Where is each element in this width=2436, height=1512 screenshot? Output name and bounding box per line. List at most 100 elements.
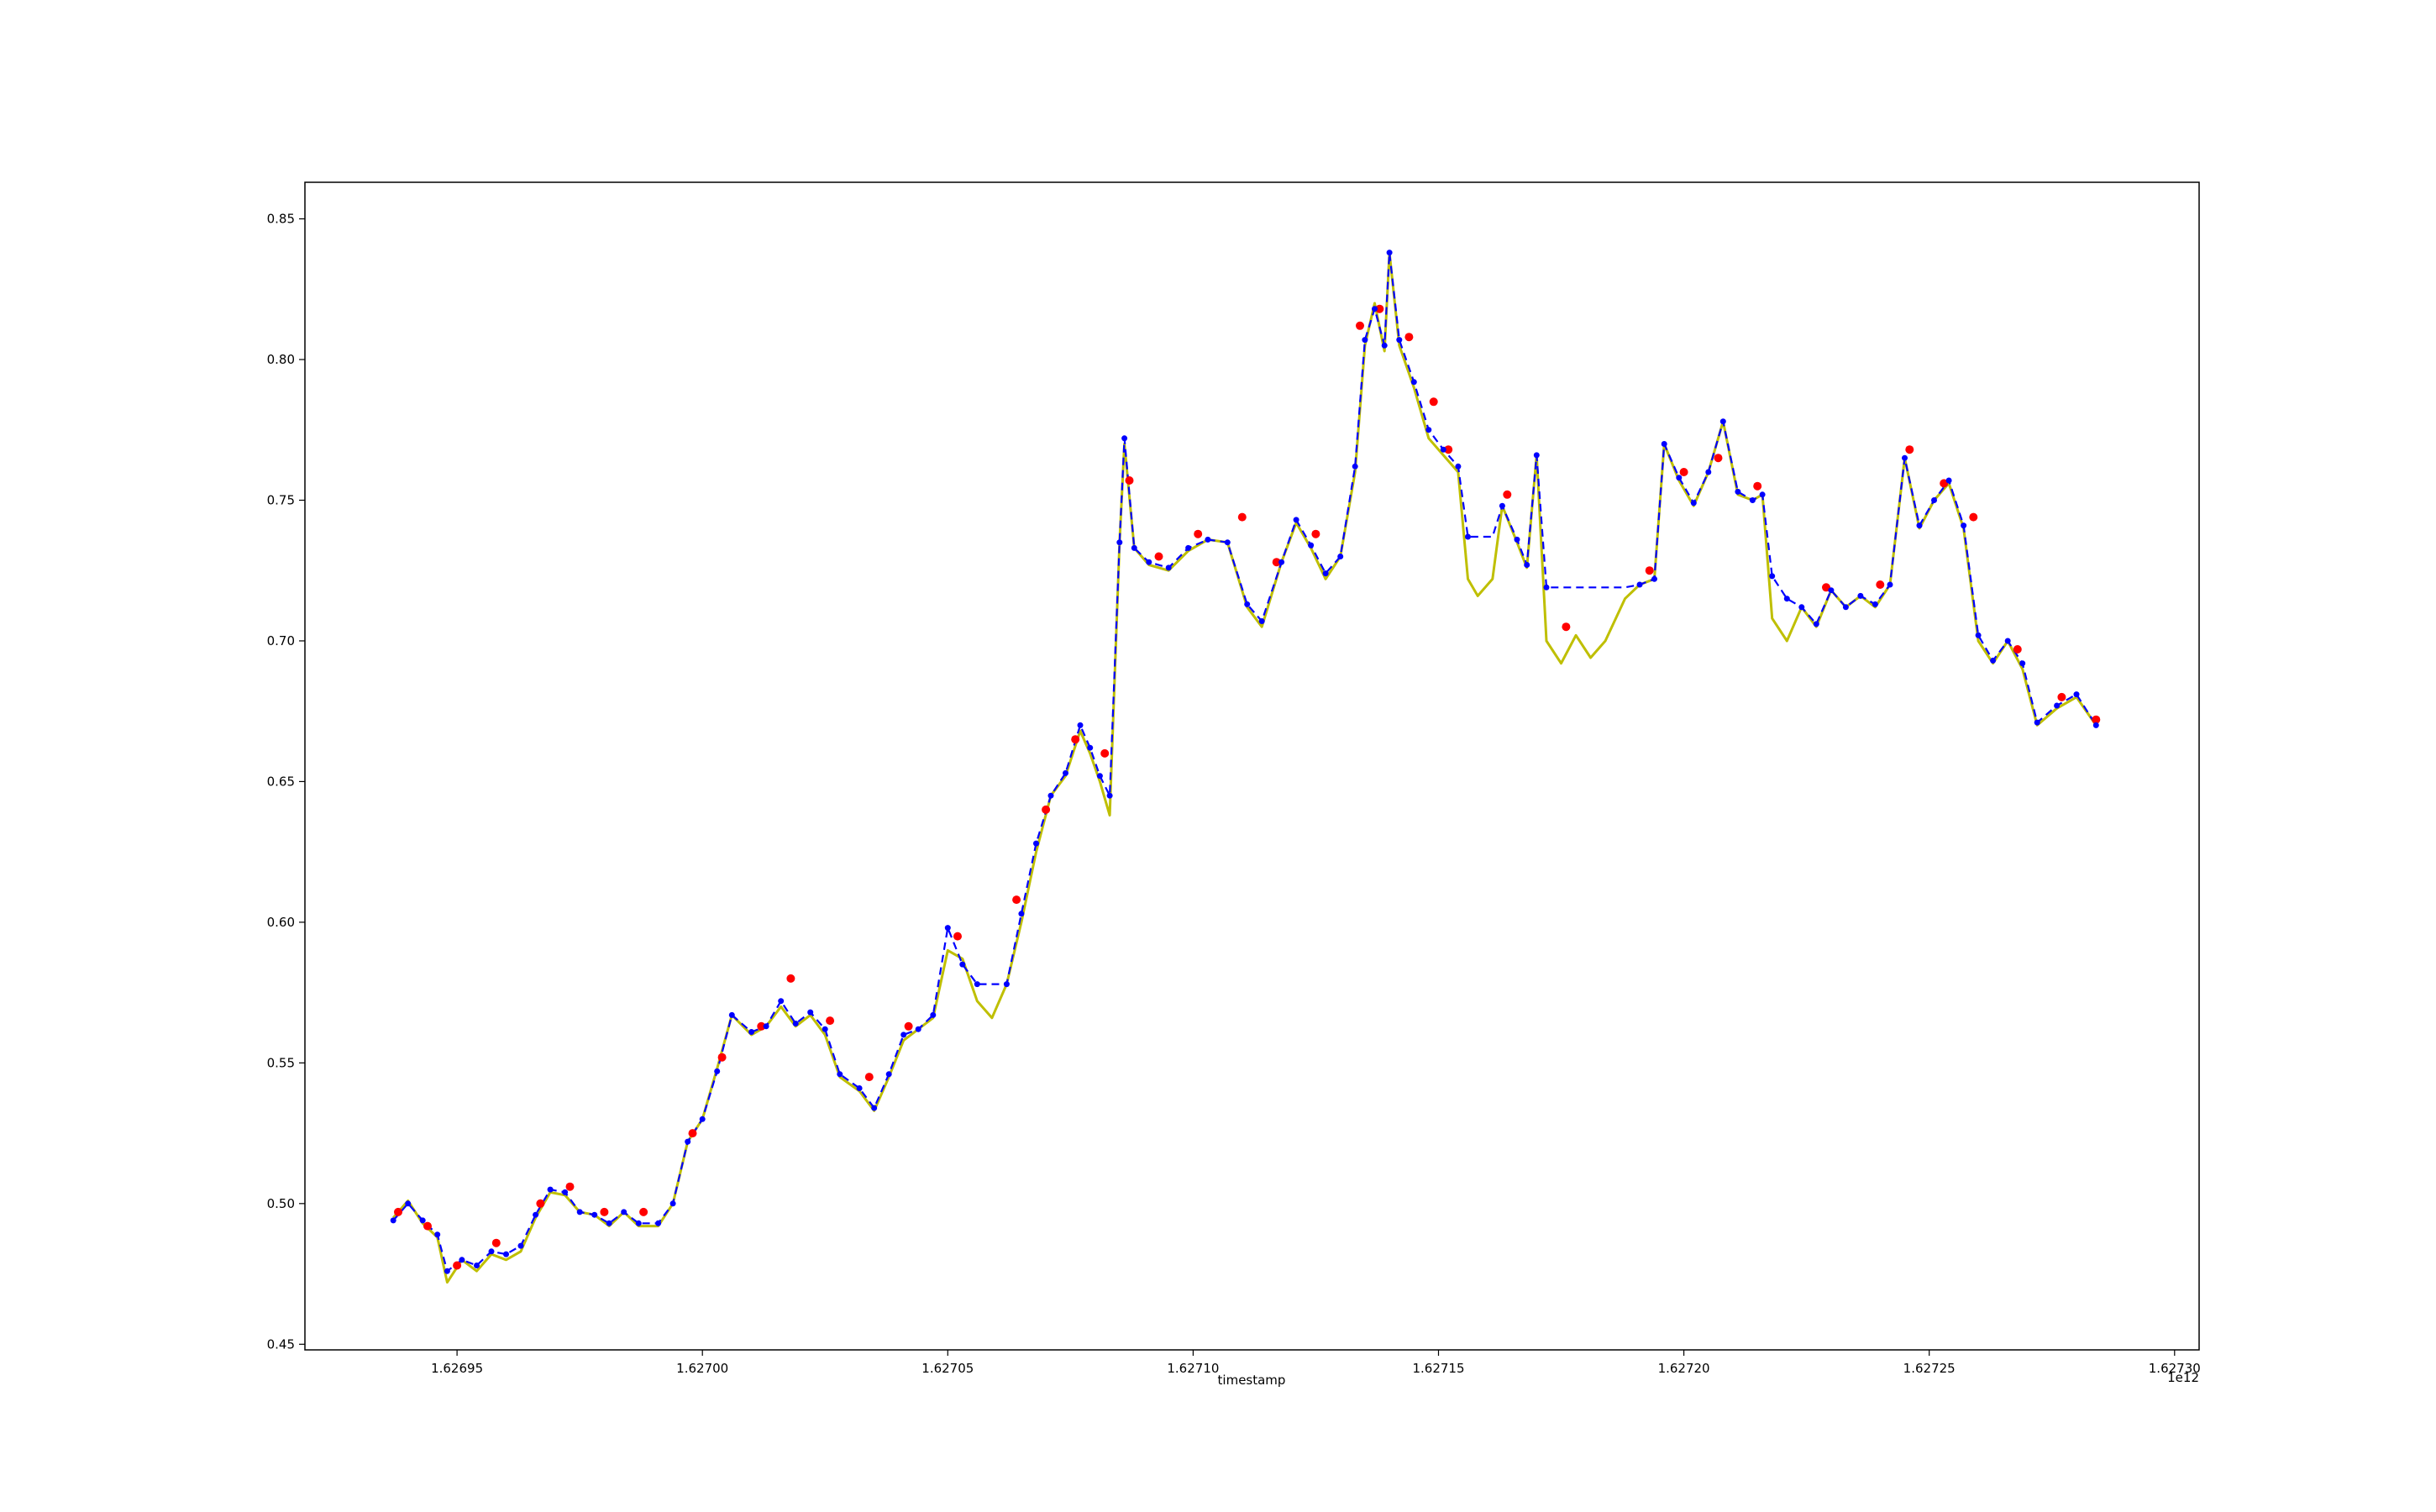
series-3-point-52 [1146, 559, 1152, 565]
y-tick-label-1: 0.50 [267, 1196, 295, 1211]
series-2-point-43 [2057, 692, 2066, 701]
series-3-point-63 [1337, 554, 1344, 559]
series-3-point-59 [1278, 559, 1285, 565]
series-3-point-84 [1690, 500, 1697, 507]
series-3-point-57 [1244, 601, 1251, 607]
series-3-point-12 [562, 1189, 569, 1195]
x-axis-label: timestamp [1218, 1373, 1286, 1388]
series-3-point-9 [517, 1242, 524, 1249]
plot-area-frame [304, 181, 2200, 1351]
series-2-point-34 [1679, 468, 1688, 476]
series-3-point-75 [1499, 502, 1505, 509]
x-tick-label-1: 1.62700 [676, 1361, 728, 1376]
series-3-point-87 [1735, 488, 1741, 495]
series-3-point-76 [1514, 536, 1520, 543]
series-3-point-67 [1381, 342, 1388, 349]
series-2-point-22 [1194, 529, 1203, 538]
y-tick-label-4: 0.65 [267, 774, 295, 789]
series-2-point-14 [904, 1021, 913, 1031]
series-3-point-24 [748, 1029, 755, 1035]
series-3-point-88 [1749, 497, 1756, 503]
series-3-point-81 [1651, 575, 1657, 582]
series-3-point-43 [1047, 792, 1054, 799]
series-3-point-34 [900, 1032, 907, 1038]
series-3-point-58 [1258, 618, 1265, 624]
series-3-point-92 [1798, 604, 1805, 611]
series-3-point-108 [2034, 719, 2040, 726]
series-3-point-105 [1990, 657, 1997, 664]
y-tick-label-0: 0.45 [267, 1336, 295, 1352]
series-2-point-32 [1562, 622, 1571, 632]
series-2-point-19 [1100, 748, 1110, 758]
series-3-point-32 [871, 1105, 878, 1111]
series-3-point-96 [1857, 592, 1864, 599]
series-3-point-54 [1185, 544, 1192, 551]
series-2-point-2 [453, 1261, 462, 1270]
series-3-point-72 [1440, 446, 1446, 453]
series-3-point-37 [944, 925, 951, 932]
series-3-point-28 [807, 1009, 814, 1016]
series-3-point-13 [576, 1209, 583, 1215]
series-3-point-86 [1719, 418, 1726, 425]
series-2-point-21 [1154, 552, 1163, 561]
series-3-point-103 [1961, 522, 1967, 529]
series-3-point-102 [1945, 477, 1952, 484]
series-3-point-14 [591, 1211, 598, 1218]
series-3-point-91 [1783, 596, 1790, 602]
y-tick-label-7: 0.80 [267, 352, 295, 367]
series-2-point-40 [1940, 479, 1949, 488]
x-axis-offset-label: 1e12 [2167, 1370, 2199, 1385]
y-axis-ticks: 0.45 0.50 0.55 0.60 0.65 0.70 0.75 0.80 0.85 [267, 212, 305, 1352]
series-3-point-51 [1131, 544, 1137, 551]
series-3-point-73 [1455, 463, 1462, 470]
series-3-point-56 [1224, 539, 1231, 546]
series-3-point-11 [547, 1186, 554, 1193]
series-3-point-26 [778, 998, 785, 1005]
series-2-point-11 [786, 974, 795, 983]
series-2-point-28 [1404, 333, 1414, 342]
series-3-point-60 [1293, 517, 1299, 523]
series-2-point-41 [1969, 512, 1978, 522]
series-3-point-48 [1106, 792, 1113, 799]
series-3-point-78 [1533, 452, 1540, 459]
series-3-point-89 [1759, 491, 1766, 498]
x-tick-label-5: 1.62720 [1658, 1361, 1710, 1376]
x-tick-label-0: 1.62695 [431, 1361, 483, 1376]
series-3-point-104 [1975, 632, 1982, 638]
x-tick-label-7: 1.62730 [2149, 1361, 2201, 1376]
series-2-point-9 [717, 1053, 727, 1062]
series-3-point-110 [2073, 691, 2080, 698]
series-3-point-83 [1676, 475, 1683, 481]
series-2-point-26 [1356, 321, 1364, 330]
series-2-point-8 [688, 1129, 697, 1138]
series-2-point-10 [757, 1021, 766, 1031]
series-3-point-25 [763, 1023, 769, 1030]
series-3-point-10 [533, 1211, 539, 1218]
series-3-point-98 [1887, 581, 1893, 588]
x-tick-label-4: 1.62715 [1412, 1361, 1464, 1376]
series-3-point-111 [2092, 722, 2099, 728]
series-3-point-1 [405, 1200, 412, 1207]
series-2-point-3 [491, 1238, 501, 1247]
series-2-point-15 [953, 932, 962, 941]
series-3-point-18 [655, 1220, 662, 1226]
series-2-point-30 [1444, 445, 1453, 454]
series-3-point-38 [959, 961, 966, 968]
series-3-point-99 [1902, 454, 1908, 461]
series-2-point-23 [1237, 512, 1247, 522]
series-2-point-4 [536, 1199, 545, 1208]
series-3-point-80 [1636, 581, 1643, 588]
series-3-point-90 [1769, 573, 1776, 580]
series-3-point-6 [474, 1263, 480, 1268]
series-3-point-46 [1087, 744, 1094, 751]
series-2-point-24 [1272, 558, 1281, 567]
series-2-point-18 [1071, 735, 1080, 744]
series-2-point-31 [1503, 490, 1512, 499]
series-3-point-3 [434, 1231, 441, 1238]
series-3-point-19 [669, 1200, 676, 1207]
series-3-point-30 [837, 1071, 843, 1078]
series-3-point-35 [915, 1026, 921, 1032]
series-2-point-27 [1375, 304, 1384, 313]
series-3-point-50 [1121, 435, 1128, 442]
